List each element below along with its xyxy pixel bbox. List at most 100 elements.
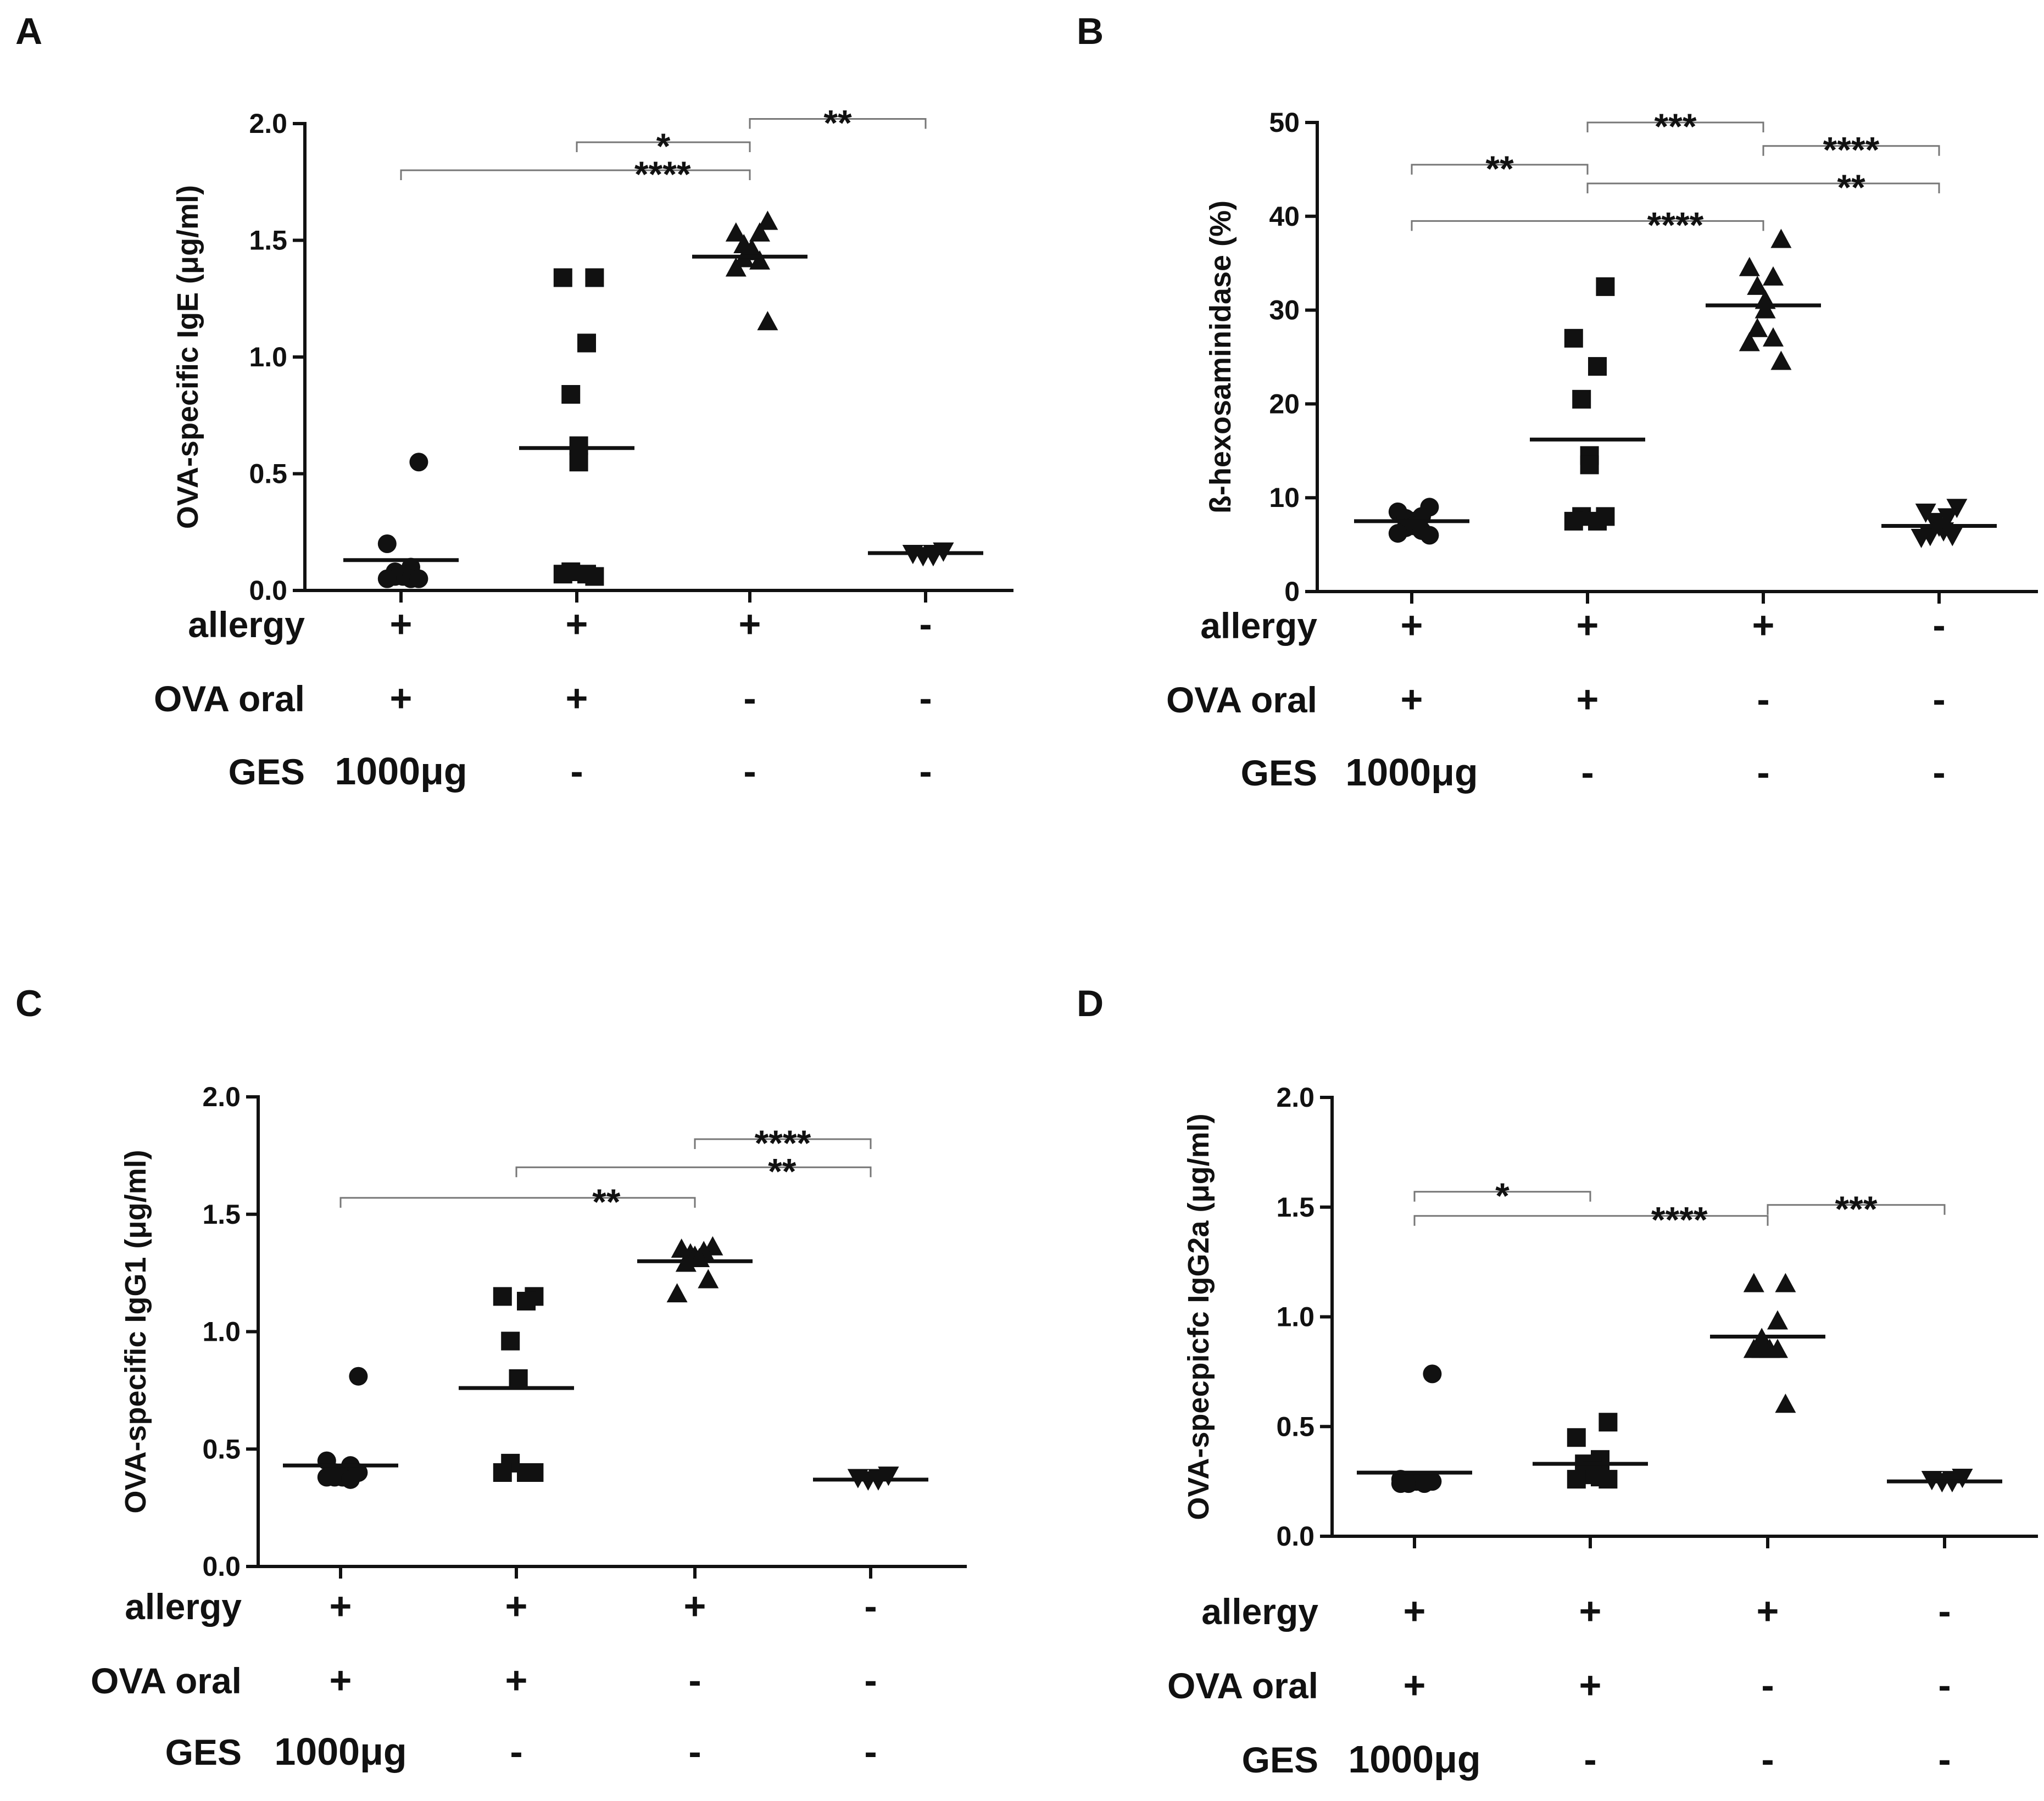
condition-cell: + [505,1659,528,1702]
condition-cell: - [919,677,932,720]
y-axis-label: OVA-specpicfc IgG2a (μg/ml) [1182,1113,1215,1520]
significance-bracket [1586,121,1764,132]
condition-cell: 1000μg [1345,751,1478,794]
condition-cell: 1000μg [1348,1738,1480,1781]
y-tick-label: 0.0 [249,575,287,606]
condition-row-label: OVA oral [1167,1665,1318,1706]
condition-row-label: OVA oral [1166,679,1317,720]
data-point [509,1369,528,1388]
condition-cell: + [1403,1664,1426,1707]
data-point [878,1467,899,1486]
y-tick-label: 20 [1269,388,1300,419]
data-point [377,569,397,588]
condition-cell: - [1757,751,1769,794]
data-point [1767,1310,1788,1330]
data-point [1564,511,1583,531]
data-point [569,436,588,455]
data-point [1747,317,1768,337]
data-point [561,385,581,404]
condition-cell: - [1932,604,1945,646]
significance-bracket [400,169,751,180]
data-point [1567,1428,1586,1447]
y-tick-label: 50 [1269,107,1300,138]
panel-label: D [1077,983,1104,1024]
condition-row-label: allergy [125,1586,242,1627]
data-point [1743,1273,1764,1292]
condition-cell: - [510,1730,522,1773]
data-point [409,453,428,472]
condition-cell: - [1932,751,1945,794]
condition-cell: + [330,1585,352,1627]
significance-label: **** [1647,204,1704,245]
y-tick-label: 2.0 [1276,1082,1315,1113]
significance-bracket [515,1166,872,1178]
y-tick-label: 0.5 [1276,1411,1315,1442]
data-point [1942,527,1963,547]
condition-cell: + [1401,678,1423,721]
significance-label: ** [1837,167,1865,208]
condition-cell: + [390,677,413,720]
condition-cell: + [1577,678,1599,721]
data-point [1743,1339,1764,1358]
condition-cell: + [739,603,761,645]
y-tick-label: 1.5 [249,225,287,256]
significance-label: * [1495,1175,1510,1216]
condition-row-label: allergy [1200,605,1317,646]
condition-cell: + [566,603,588,645]
condition-cell: - [570,750,583,793]
y-tick-label: 10 [1269,482,1300,513]
condition-cell: + [1579,1664,1602,1707]
data-point [349,1367,368,1386]
data-point [1767,1339,1788,1358]
significance-label: ** [592,1181,621,1222]
data-point [1755,299,1776,319]
significance-bracket [1413,1215,1769,1226]
condition-cell: + [505,1585,528,1627]
y-tick-label: 0.0 [1276,1521,1315,1552]
data-point [757,311,778,331]
condition-cell: + [330,1659,352,1702]
data-point [1423,1472,1442,1491]
data-point [757,210,778,230]
data-point [501,1331,520,1351]
condition-cell: + [1579,1590,1602,1632]
condition-cell: - [688,1730,701,1773]
condition-cell: + [1752,604,1775,646]
condition-cell: - [1757,678,1769,721]
condition-row-label: allergy [1201,1591,1318,1632]
y-tick-label: 0.5 [249,459,287,489]
data-point [553,268,572,287]
data-point [749,222,770,242]
data-point [698,1269,719,1289]
data-point [1567,1470,1586,1489]
data-point [525,1463,544,1482]
data-point [577,333,596,353]
data-point [1423,1364,1442,1384]
y-tick-label: 40 [1269,201,1300,232]
data-point [1775,1273,1796,1292]
significance-label: *** [1654,106,1696,147]
significance-bracket [1411,164,1589,175]
condition-cell: - [1761,1738,1774,1781]
significance-bracket [694,1138,872,1149]
data-point [1588,357,1607,376]
data-point [1391,1474,1410,1493]
significance-label: *** [1835,1189,1877,1229]
data-point [1770,228,1792,248]
data-point [585,268,604,287]
data-point [1599,1413,1618,1432]
panel-label: B [1077,10,1104,52]
significance-label: **** [755,1123,811,1163]
panel-label: A [15,10,42,52]
condition-cell: - [864,1585,877,1627]
condition-cell: - [1938,1590,1951,1632]
significance-label: ** [1485,148,1514,189]
y-tick-label: 1.0 [1276,1302,1315,1332]
y-axis-label: OVA-specific IgG1 (μg/ml) [119,1150,152,1513]
y-tick-label: 0 [1284,576,1300,607]
y-tick-label: 2.0 [202,1081,241,1112]
significance-label: ** [768,1151,797,1191]
data-point [493,1463,512,1482]
y-axis-label: OVA-specific IgE (μg/ml) [171,185,204,529]
